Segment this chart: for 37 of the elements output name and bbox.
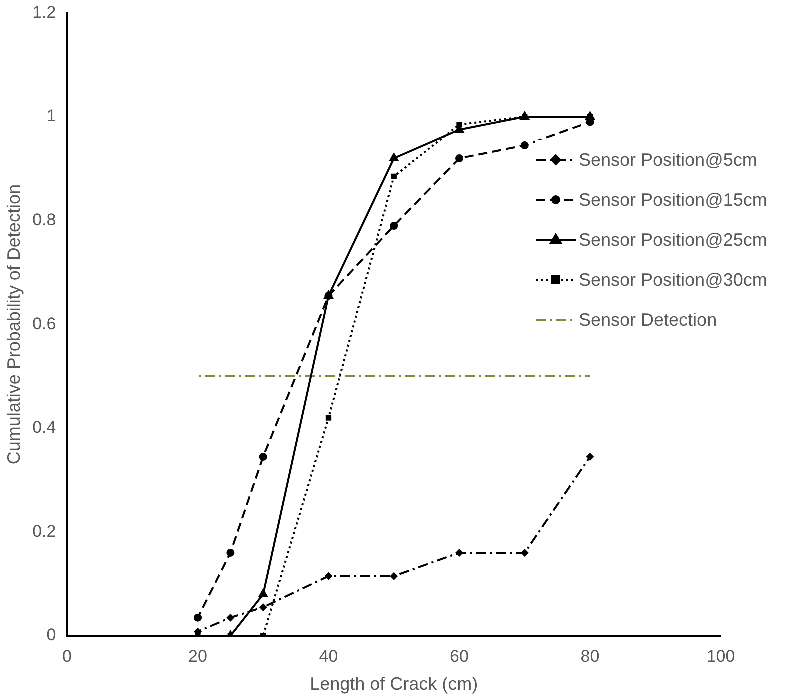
y-tick-label: 1.2 bbox=[32, 2, 56, 22]
y-tick-label: 0.8 bbox=[32, 210, 56, 230]
point bbox=[259, 452, 268, 461]
y-tick-label: 0 bbox=[46, 626, 56, 645]
point bbox=[326, 415, 332, 421]
x-tick-label: 20 bbox=[188, 646, 208, 666]
point bbox=[259, 603, 268, 612]
point bbox=[226, 614, 235, 622]
y-tick-label: 0.4 bbox=[32, 418, 56, 438]
point bbox=[586, 452, 594, 461]
x-axis-title: Length of Crack (cm) bbox=[310, 674, 478, 694]
point bbox=[194, 614, 202, 622]
point bbox=[455, 154, 464, 163]
x-tick-label: 80 bbox=[580, 646, 600, 666]
point bbox=[520, 548, 529, 557]
legend-label: Sensor Position@25cm bbox=[579, 230, 768, 250]
point bbox=[226, 548, 235, 557]
y-tick-label: 0.2 bbox=[32, 522, 56, 541]
point bbox=[388, 152, 400, 162]
y-tick-label: 0.6 bbox=[32, 314, 56, 334]
y-axis-title: Cumulative Probability of Detection bbox=[4, 184, 24, 465]
y-tick-label: 1 bbox=[46, 106, 56, 126]
legend-label: Sensor Detection bbox=[579, 310, 718, 330]
x-tick-label: 40 bbox=[319, 646, 338, 666]
legend-label: Sensor Position@15cm bbox=[579, 190, 768, 210]
point bbox=[391, 174, 397, 180]
point bbox=[324, 572, 333, 580]
point bbox=[455, 548, 464, 557]
point bbox=[390, 222, 398, 230]
legend-label: Sensor Position@30cm bbox=[579, 270, 768, 290]
point bbox=[258, 588, 269, 598]
x-tick-label: 0 bbox=[62, 646, 72, 666]
x-tick-label: 60 bbox=[450, 646, 469, 666]
point bbox=[520, 142, 529, 150]
x-tick-label: 100 bbox=[706, 646, 736, 666]
point bbox=[390, 572, 398, 580]
legend-label: Sensor Position@5cm bbox=[579, 150, 758, 170]
